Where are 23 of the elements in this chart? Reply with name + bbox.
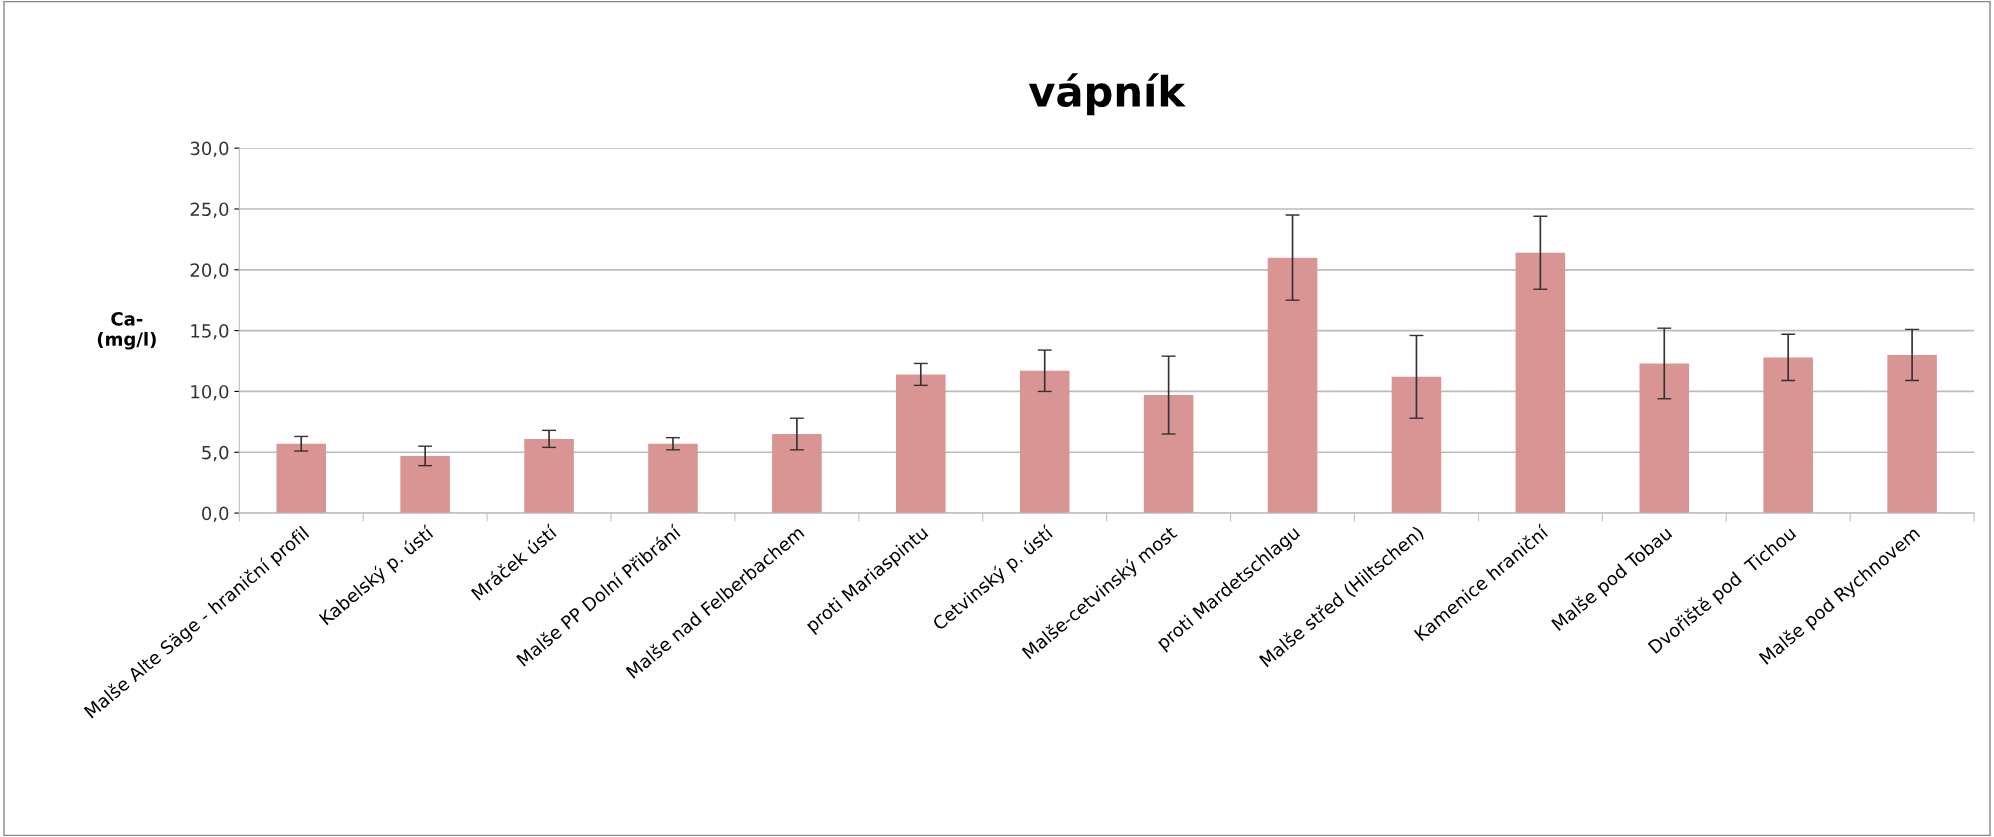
chart-title: vápník — [1028, 73, 1186, 116]
bar — [1639, 363, 1690, 514]
bar — [1019, 370, 1070, 514]
y-tick-label: 0,0 — [202, 506, 229, 523]
bar — [772, 434, 822, 514]
bar — [400, 455, 450, 514]
bar — [1763, 357, 1813, 514]
bar — [524, 438, 574, 514]
y-tick-label: 5,0 — [202, 445, 229, 462]
bar — [276, 443, 327, 514]
bar — [1515, 252, 1566, 514]
y-tick-label: 15,0 — [191, 324, 229, 340]
bar — [1391, 376, 1442, 514]
y-axis-title: Ca- (mg/l) — [97, 312, 156, 350]
y-tick-label: 10,0 — [191, 384, 229, 401]
bar — [1267, 257, 1318, 514]
y-tick-label: 20,0 — [190, 263, 229, 279]
y-tick-label: 25,0 — [190, 202, 229, 218]
bar — [896, 374, 946, 514]
bar — [1143, 395, 1194, 514]
bar — [1887, 354, 1937, 514]
y-tick-label: 30,0 — [190, 141, 229, 158]
bar — [648, 443, 698, 514]
